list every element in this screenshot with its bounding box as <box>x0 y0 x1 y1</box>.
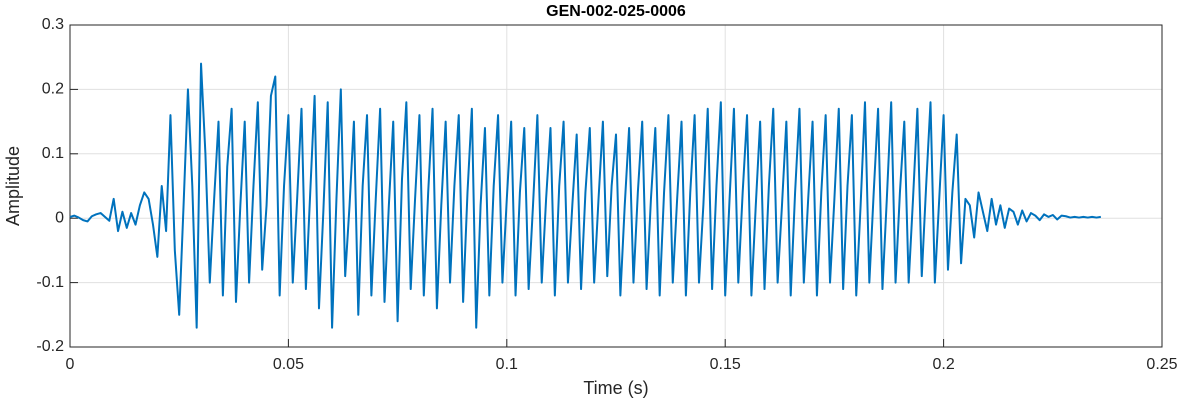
waveform-line <box>69 62 1101 329</box>
y-tick-label: 0 <box>55 209 64 226</box>
x-tick-label: 0.25 <box>1146 356 1177 373</box>
y-tick-label: 0.1 <box>42 145 64 162</box>
x-tick-label: 0.15 <box>710 356 741 373</box>
y-tick-label: 0.3 <box>42 16 64 33</box>
y-tick-label: -0.2 <box>36 338 64 355</box>
y-tick-label: -0.1 <box>36 274 64 291</box>
x-tick-label: 0.2 <box>932 356 954 373</box>
x-tick-label: 0.1 <box>496 356 518 373</box>
chart-title: GEN-002-025-0006 <box>546 3 686 20</box>
plot-frame <box>69 24 1163 348</box>
x-axis-label: Time (s) <box>583 378 648 398</box>
x-tick-label: 0 <box>66 356 75 373</box>
y-axis-label: Amplitude <box>3 146 23 226</box>
x-tick-label: 0.05 <box>273 356 304 373</box>
y-tick-label: 0.2 <box>42 81 64 98</box>
